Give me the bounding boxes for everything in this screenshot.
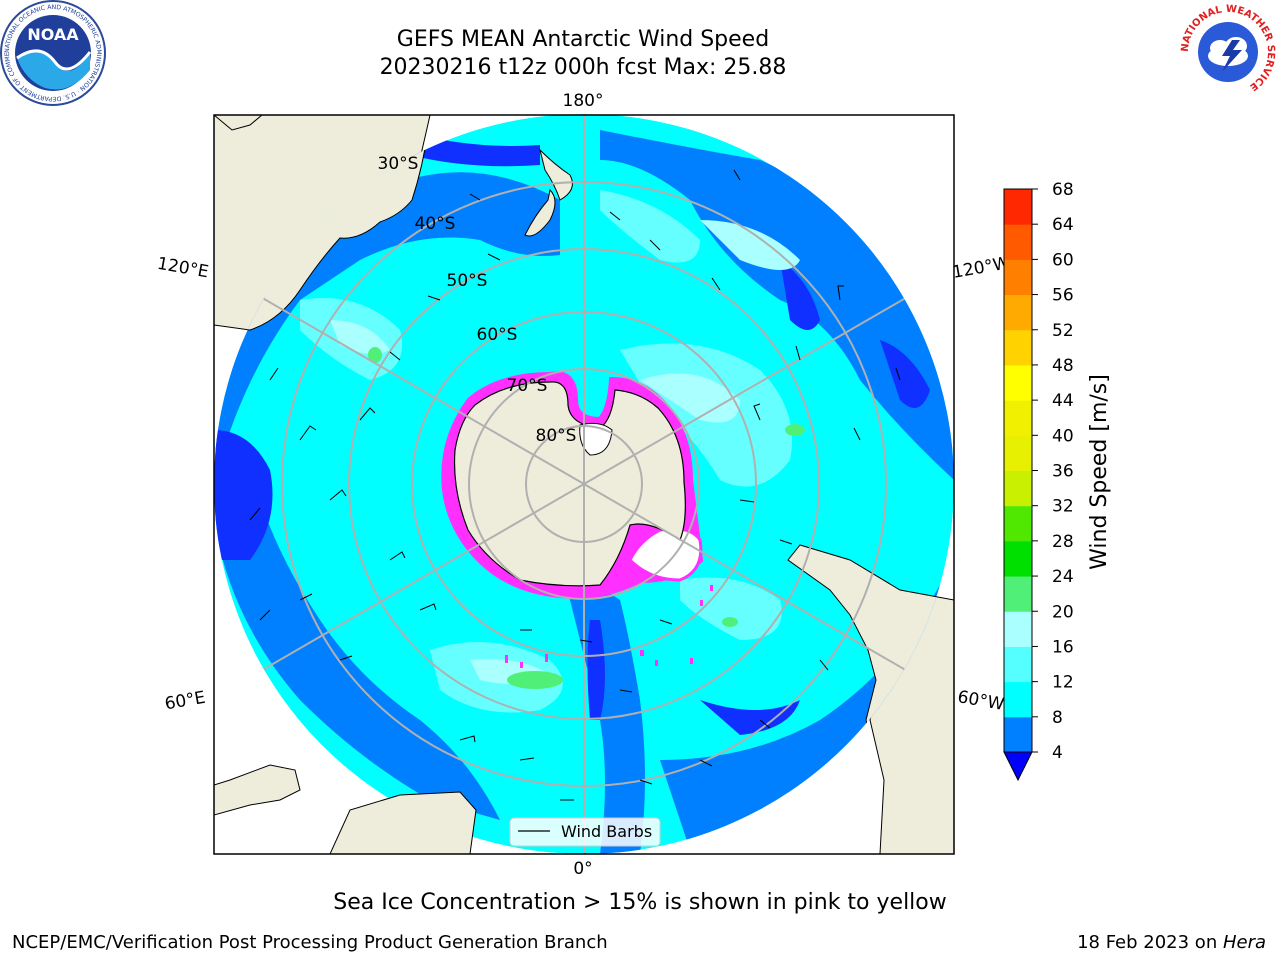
chart-title: GEFS MEAN Antarctic Wind Speed bbox=[396, 27, 770, 52]
wind-barbs bbox=[249, 169, 901, 801]
sea-ice-note: Sea Ice Concentration > 15% is shown in … bbox=[333, 890, 947, 915]
colorbar-tick-label: 36 bbox=[1052, 462, 1074, 482]
chart-subtitle: 20230216 t12z 000h fcst Max: 25.88 bbox=[379, 55, 787, 80]
noaa-logo-text: NOAA bbox=[27, 25, 79, 44]
nws-logo: NATIONAL WEATHER SERVICE bbox=[1180, 2, 1276, 98]
credit-date: 18 Feb 2023 on bbox=[1077, 932, 1223, 953]
noaa-logo: NOAA NATIONAL OCEANIC AND ATMOSPHERIC AD… bbox=[0, 0, 106, 106]
colorbar-segment bbox=[1004, 716, 1032, 753]
colorbar-segment bbox=[1004, 364, 1032, 401]
colorbar-tick-label: 8 bbox=[1052, 708, 1063, 728]
colorbar-segments bbox=[1004, 189, 1032, 753]
colorbar-tick-label: 32 bbox=[1052, 497, 1074, 517]
lat-label-60s: 60°S bbox=[477, 325, 518, 345]
lon-label-0: 0° bbox=[573, 859, 592, 879]
colorbar-tick-label: 4 bbox=[1052, 743, 1063, 763]
colorbar-tick-label: 52 bbox=[1052, 321, 1074, 341]
colorbar-tick-label: 48 bbox=[1052, 356, 1074, 376]
colorbar-segment bbox=[1004, 189, 1032, 225]
map-frame bbox=[213, 114, 955, 855]
colorbar-tick-label: 24 bbox=[1052, 567, 1074, 587]
colorbar-segment bbox=[1004, 259, 1032, 296]
colorbar-segment bbox=[1004, 470, 1032, 507]
colorbar-segment bbox=[1004, 540, 1032, 577]
colorbar-tick-label: 16 bbox=[1052, 637, 1074, 657]
lon-label-180: 180° bbox=[563, 91, 604, 111]
colorbar-segment bbox=[1004, 611, 1032, 647]
map-legend: Wind Barbs bbox=[509, 817, 661, 847]
colorbar-tick-label: 12 bbox=[1052, 673, 1074, 693]
colorbar-segment bbox=[1004, 505, 1032, 542]
credit-host: Hera bbox=[1222, 932, 1266, 953]
colorbar-tick-label: 40 bbox=[1052, 426, 1074, 446]
colorbar-segment bbox=[1004, 576, 1032, 612]
colorbar-tick-label: 28 bbox=[1052, 532, 1074, 552]
colorbar-segment bbox=[1004, 224, 1032, 260]
graticule bbox=[214, 114, 954, 854]
lat-label-40s: 40°S bbox=[415, 214, 456, 234]
credit-right: 18 Feb 2023 on Hera bbox=[1077, 932, 1266, 953]
sea-ice-specks bbox=[505, 585, 713, 668]
colorbar-tick-label: 64 bbox=[1052, 215, 1074, 235]
colorbar-tick-label: 60 bbox=[1052, 250, 1074, 270]
colorbar-tick-label: 20 bbox=[1052, 602, 1074, 622]
colorbar-tick-label: 44 bbox=[1052, 391, 1074, 411]
lat-label-80s: 80°S bbox=[536, 426, 577, 446]
colorbar-segment bbox=[1004, 294, 1032, 331]
colorbar-segment bbox=[1004, 681, 1032, 718]
colorbar-segment bbox=[1004, 646, 1032, 683]
wind-max-spot bbox=[507, 671, 563, 689]
lat-label-50s: 50°S bbox=[447, 271, 488, 291]
lat-label-30s: 30°S bbox=[378, 154, 419, 174]
colorbar-segment bbox=[1004, 400, 1032, 436]
colorbar-segment bbox=[1004, 329, 1032, 366]
colorbar-extend-arrow bbox=[1003, 751, 1033, 782]
credit-left: NCEP/EMC/Verification Post Processing Pr… bbox=[12, 932, 608, 953]
colorbar-label: Wind Speed [m/s] bbox=[1087, 374, 1112, 570]
legend-label: Wind Barbs bbox=[561, 822, 652, 841]
colorbar-tick-label: 68 bbox=[1052, 180, 1074, 200]
colorbar-tick-label: 56 bbox=[1052, 286, 1074, 306]
colorbar-segment bbox=[1004, 435, 1032, 471]
lat-label-70s: 70°S bbox=[507, 376, 548, 396]
